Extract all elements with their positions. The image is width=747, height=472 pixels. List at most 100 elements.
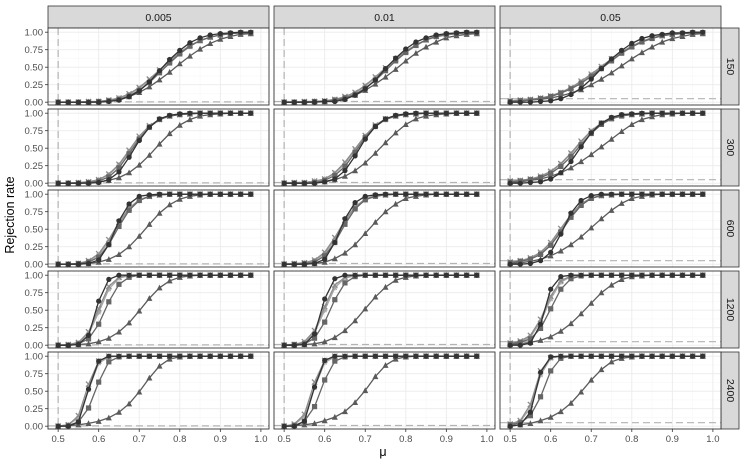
point-circle: [227, 110, 234, 116]
point-triangle: [95, 338, 102, 345]
point-circle: [433, 110, 439, 116]
point-circle: [443, 110, 449, 116]
point-circle: [281, 99, 287, 105]
point-square: [588, 195, 594, 201]
point-square: [85, 336, 92, 342]
panel-0.005-150: [47, 27, 270, 106]
point-circle: [116, 169, 122, 175]
y-tick-label: 0.50: [25, 306, 44, 317]
point-circle: [578, 353, 584, 359]
point-square: [527, 336, 534, 342]
point-circle: [372, 353, 378, 359]
point-square: [167, 60, 173, 66]
point-circle: [291, 423, 297, 429]
point-square: [332, 297, 338, 303]
point-triangle: [197, 45, 204, 52]
point-circle: [423, 272, 429, 278]
point-circle: [598, 66, 604, 72]
point-circle: [248, 110, 254, 116]
point-circle: [301, 180, 308, 186]
y-tick-label: 0.50: [25, 225, 44, 236]
x-tick-label: 0.6: [544, 434, 557, 445]
point-square: [106, 359, 112, 365]
point-square: [548, 368, 554, 374]
point-circle: [568, 91, 574, 98]
point-circle: [558, 170, 564, 176]
point-triangle: [146, 83, 153, 90]
point-asterisk: [332, 285, 338, 291]
x-tick-label: 0.7: [585, 434, 598, 445]
point-asterisk: [322, 307, 328, 313]
point-circle: [382, 272, 389, 278]
point-circle: [187, 110, 193, 116]
point-circle: [146, 272, 152, 278]
point-circle: [649, 33, 655, 39]
point-circle: [649, 191, 655, 197]
point-circle: [207, 272, 213, 278]
point-circle: [608, 191, 615, 197]
y-tick-label: 0.00: [25, 179, 44, 190]
point-circle: [136, 88, 142, 94]
point-square: [116, 165, 122, 171]
point-circle: [207, 353, 213, 359]
point-circle: [301, 261, 308, 267]
point-triangle: [352, 167, 359, 174]
point-circle: [96, 179, 102, 186]
point-circle: [649, 353, 655, 359]
x-tick-label: 0.8: [173, 434, 186, 445]
point-circle: [322, 296, 328, 302]
panel-border: [47, 351, 270, 430]
point-circle: [167, 272, 173, 278]
point-triangle: [136, 307, 143, 314]
y-tick-label: 0.00: [25, 260, 44, 271]
point-triangle: [146, 221, 153, 227]
point-circle: [322, 256, 328, 262]
point-circle: [106, 242, 112, 248]
point-circle: [517, 422, 523, 428]
point-square: [352, 206, 358, 212]
y-tick-label: 0.50: [25, 387, 44, 398]
point-square: [322, 319, 328, 325]
point-circle: [96, 99, 102, 105]
panel-0.05-150: [499, 27, 722, 106]
point-triangle: [341, 173, 348, 179]
point-triangle: [372, 373, 379, 380]
point-circle: [106, 177, 112, 183]
point-circle: [362, 272, 368, 278]
y-tick-label: 0.75: [25, 369, 44, 380]
point-triangle: [649, 113, 656, 120]
point-triangle: [598, 143, 605, 150]
point-square: [96, 254, 102, 260]
point-circle: [96, 298, 102, 304]
point-triangle: [423, 43, 430, 50]
point-circle: [568, 353, 574, 359]
point-circle: [126, 201, 132, 207]
point-circle: [238, 191, 244, 197]
y-axis-title: Rejection rate: [3, 176, 17, 253]
panel-0.05-300: [499, 108, 722, 187]
point-circle: [187, 272, 193, 278]
point-triangle: [166, 68, 173, 75]
point-circle: [322, 357, 328, 363]
point-circle: [187, 191, 193, 197]
point-circle: [187, 353, 193, 359]
point-circle: [382, 191, 389, 197]
point-circle: [619, 112, 625, 118]
point-circle: [156, 353, 163, 359]
point-circle: [700, 110, 706, 116]
point-circle: [517, 99, 523, 105]
panel-border: [273, 270, 496, 349]
point-circle: [156, 272, 163, 278]
point-square: [362, 197, 368, 203]
point-circle: [85, 332, 92, 338]
point-square: [322, 377, 328, 383]
point-circle: [311, 384, 318, 390]
point-circle: [248, 272, 254, 278]
panel-border: [499, 351, 722, 430]
point-circle: [393, 353, 399, 359]
point-circle: [96, 257, 102, 263]
point-circle: [507, 342, 513, 348]
point-triangle: [567, 241, 574, 248]
point-triangle: [618, 62, 625, 69]
point-circle: [177, 353, 183, 359]
